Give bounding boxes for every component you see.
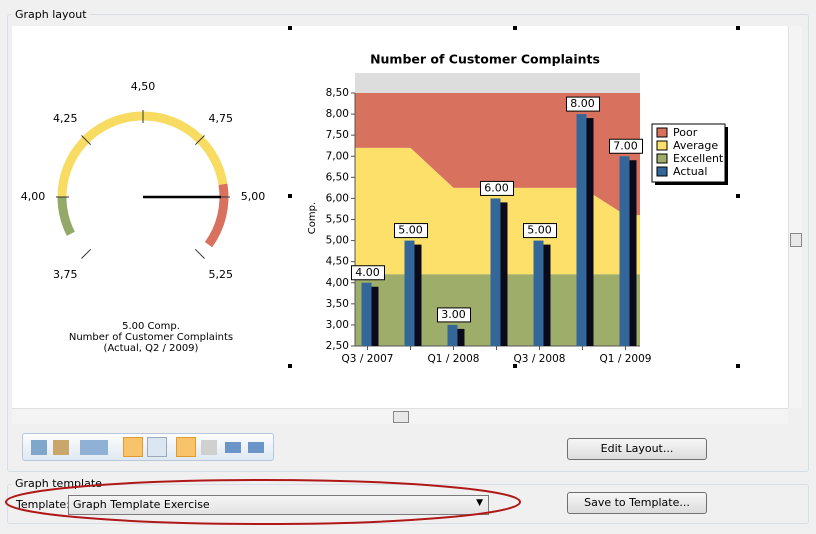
y-tick-label: 6,50 bbox=[326, 171, 349, 183]
bar bbox=[404, 240, 415, 346]
gauge-tick-label: 3,75 bbox=[53, 268, 78, 281]
value-label-box bbox=[566, 96, 600, 112]
tool-icon[interactable] bbox=[147, 437, 167, 457]
y-tick-label: 3,00 bbox=[326, 319, 349, 331]
y-tick-label: 8,00 bbox=[326, 108, 349, 120]
y-tick-label: 5,50 bbox=[326, 214, 349, 226]
x-tick-label: Q1 / 2008 bbox=[428, 353, 480, 365]
gauge-tick-label: 4,75 bbox=[209, 112, 234, 125]
legend-label: Actual bbox=[673, 165, 707, 178]
gauge-tick-label: 5,00 bbox=[241, 190, 266, 203]
tool-icon[interactable] bbox=[31, 440, 47, 455]
value-label-box bbox=[523, 223, 557, 239]
group-title: Graph layout bbox=[12, 8, 90, 21]
bar bbox=[447, 324, 458, 346]
x-tick-label: Q3 / 2008 bbox=[514, 353, 566, 365]
y-tick-label: 7,00 bbox=[326, 150, 349, 162]
arrow-left[interactable] bbox=[225, 442, 241, 453]
gauge-tick bbox=[194, 135, 205, 146]
bar-side bbox=[500, 202, 508, 346]
dropdown-arrow: ▼ bbox=[476, 498, 483, 508]
y-tick-label: 3,50 bbox=[326, 298, 349, 310]
x-tick-label: Q1 / 2009 bbox=[600, 353, 652, 365]
gauge-value-label: 5.00 Comp. bbox=[122, 321, 180, 332]
save-template-button[interactable]: Save to Template... bbox=[567, 492, 707, 514]
value-label: 8.00 bbox=[570, 97, 595, 110]
bar-side bbox=[543, 244, 551, 346]
selection-handles bbox=[288, 26, 740, 368]
gauge-tick bbox=[81, 135, 92, 146]
gauge-tick bbox=[194, 248, 205, 259]
tool-icon[interactable] bbox=[201, 440, 217, 455]
dropdown-value: Graph Template Exercise bbox=[73, 498, 210, 511]
bar-side bbox=[414, 244, 422, 346]
toolbar bbox=[22, 433, 274, 461]
value-label-box bbox=[437, 307, 471, 323]
value-label: 6.00 bbox=[484, 181, 509, 194]
template-label: Template: bbox=[16, 498, 70, 511]
value-label-box bbox=[394, 223, 428, 239]
value-label: 4.00 bbox=[355, 266, 380, 279]
bar bbox=[533, 240, 544, 346]
y-tick-label: 4,00 bbox=[326, 277, 349, 289]
highlight-ellipse bbox=[5, 479, 521, 525]
v-thumb[interactable] bbox=[790, 233, 802, 247]
arrow-right[interactable] bbox=[248, 442, 264, 453]
edit-layout-button[interactable]: Edit Layout... bbox=[567, 438, 707, 460]
value-label-box bbox=[351, 265, 385, 281]
gauge-tick bbox=[81, 248, 92, 259]
legend-label: Excellent bbox=[673, 152, 724, 165]
gauge-tick-label: 4,50 bbox=[131, 80, 156, 93]
y-tick-label: 2,50 bbox=[326, 340, 349, 352]
layout-group bbox=[7, 14, 809, 472]
bar bbox=[361, 282, 372, 346]
h-scrollbar[interactable] bbox=[12, 408, 788, 424]
band-area bbox=[355, 93, 640, 216]
gauge-band bbox=[57, 196, 75, 236]
y-axis-label: Comp. bbox=[307, 202, 318, 234]
gauge-tick-label: 4,00 bbox=[21, 190, 46, 203]
tool-icon[interactable] bbox=[176, 437, 196, 457]
legend-swatch bbox=[656, 153, 668, 164]
value-label: 3.00 bbox=[441, 308, 466, 321]
chart-title: Number of Customer Complaints bbox=[370, 52, 600, 67]
bar bbox=[619, 156, 630, 346]
y-tick-label: 8,50 bbox=[326, 87, 349, 99]
bar bbox=[576, 114, 587, 346]
h-thumb[interactable] bbox=[393, 411, 409, 423]
chart-type-button[interactable] bbox=[80, 440, 108, 455]
gauge-caption: (Actual, Q2 / 2009) bbox=[104, 343, 199, 354]
legend-label: Average bbox=[673, 139, 718, 152]
tool-icon[interactable] bbox=[53, 440, 69, 455]
gauge-band bbox=[57, 111, 228, 198]
y-tick-label: 6,00 bbox=[326, 192, 349, 204]
bar-side bbox=[371, 286, 379, 346]
bar-side bbox=[457, 328, 465, 346]
value-label: 5.00 bbox=[398, 224, 423, 237]
value-label: 5.00 bbox=[527, 224, 552, 237]
legend-swatch bbox=[656, 140, 668, 151]
value-label: 7.00 bbox=[613, 139, 638, 152]
gauge-tick-label: 5,25 bbox=[209, 268, 234, 281]
legend-label: Poor bbox=[673, 126, 698, 139]
template-dropdown[interactable]: Graph Template Exercise ▼ bbox=[68, 495, 489, 515]
v-scrollbar[interactable] bbox=[788, 26, 802, 408]
value-label-box bbox=[609, 138, 643, 154]
x-tick-label: Q3 / 2007 bbox=[342, 353, 394, 365]
y-tick-label: 7,50 bbox=[326, 129, 349, 141]
bar-side bbox=[586, 118, 594, 346]
y-tick-label: 5,00 bbox=[326, 235, 349, 247]
gauge-caption: Number of Customer Complaints bbox=[69, 332, 233, 343]
y-tick-label: 4,50 bbox=[326, 256, 349, 268]
gauge-band bbox=[204, 183, 229, 248]
legend-swatch bbox=[656, 166, 668, 177]
legend-swatch bbox=[656, 127, 668, 138]
gauge-tick-label: 4,25 bbox=[53, 112, 78, 125]
tool-icon[interactable] bbox=[123, 437, 143, 457]
bar bbox=[490, 198, 501, 346]
bar-side bbox=[629, 160, 637, 346]
value-label-box bbox=[480, 180, 514, 196]
